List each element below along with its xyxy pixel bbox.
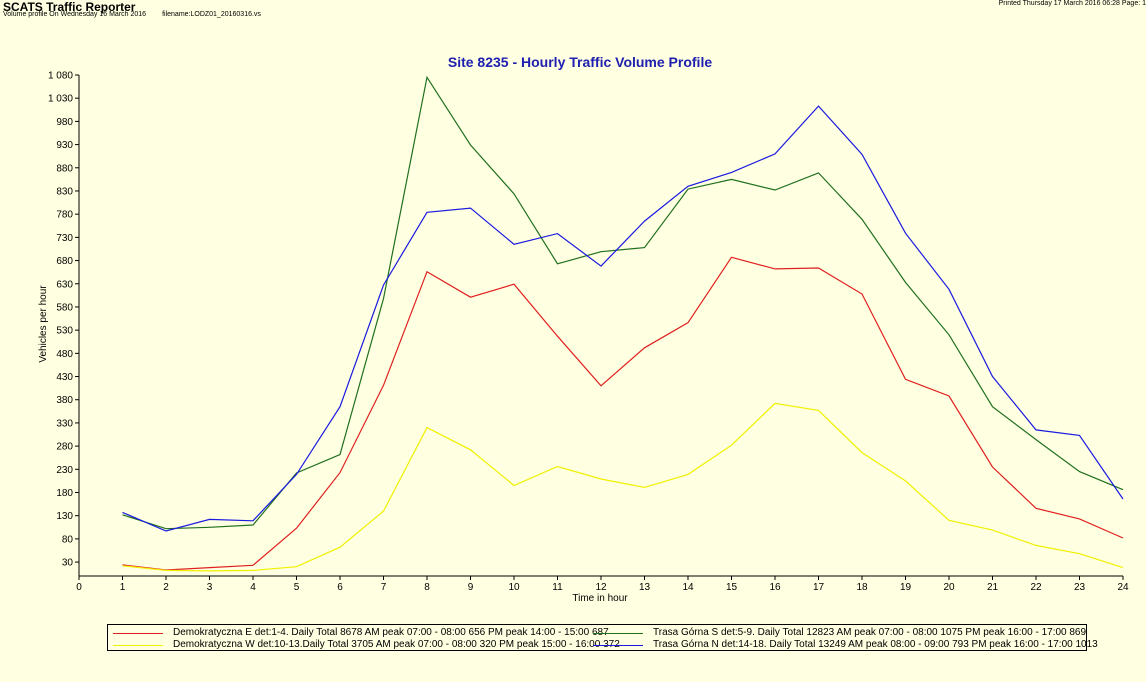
series-line-2: [122, 402, 1124, 572]
volume-profile-chart: Site 8235 - Hourly Traffic Volume Profil…: [38, 54, 1129, 604]
x-tick-label: 22: [1030, 582, 1042, 593]
chart-axes: 3080130180230280330380430480530580630680…: [48, 71, 1129, 594]
y-tick-label: 30: [62, 558, 74, 569]
x-tick-label: 9: [468, 582, 474, 593]
y-tick-label: 830: [56, 186, 73, 197]
report-subtitle: Volume profile On Wednesday 16 March 201…: [3, 11, 147, 18]
y-tick-label: 1 030: [48, 94, 73, 105]
series-line-1: [122, 256, 1124, 571]
legend-swatch: [593, 633, 643, 634]
x-tick-label: 0: [76, 582, 82, 593]
legend-label: Trasa Górna N det:14-18. Daily Total 132…: [653, 639, 1098, 650]
y-axis-label: Vehicles per hour: [38, 285, 49, 363]
chart-title: Site 8235 - Hourly Traffic Volume Profil…: [448, 54, 712, 70]
legend-label: Demokratyczna E det:1-4. Daily Total 867…: [173, 627, 609, 638]
x-tick-label: 18: [856, 582, 868, 593]
legend-swatch: [113, 633, 163, 634]
x-tick-label: 17: [813, 582, 825, 593]
y-tick-label: 380: [56, 395, 73, 406]
x-tick-label: 2: [163, 582, 169, 593]
x-tick-label: 13: [639, 582, 651, 593]
y-tick-label: 1 080: [48, 71, 73, 82]
x-tick-label: 6: [337, 582, 343, 593]
x-tick-label: 4: [250, 582, 256, 593]
y-tick-label: 930: [56, 140, 73, 151]
legend-label: Trasa Górna S det:5-9. Daily Total 12823…: [653, 627, 1087, 638]
y-tick-label: 80: [62, 534, 74, 545]
y-tick-label: 680: [56, 256, 73, 267]
y-tick-label: 730: [56, 233, 73, 244]
x-tick-label: 1: [120, 582, 126, 593]
legend-label: Demokratyczna W det:10-13.Daily Total 37…: [173, 639, 620, 650]
y-tick-label: 230: [56, 465, 73, 476]
legend-swatch: [593, 645, 643, 646]
x-axis-label: Time in hour: [572, 593, 628, 604]
y-tick-label: 130: [56, 511, 73, 522]
x-tick-label: 15: [726, 582, 738, 593]
printed-timestamp: Printed Thursday 17 March 2016 06:28 Pag…: [998, 0, 1146, 7]
x-tick-label: 23: [1074, 582, 1086, 593]
header-subline: Volume profile On Wednesday 16 March 201…: [3, 11, 261, 18]
legend-swatch: [113, 645, 163, 646]
y-tick-label: 180: [56, 488, 73, 499]
chart-series: [122, 75, 1124, 572]
y-tick-label: 580: [56, 302, 73, 313]
y-tick-label: 330: [56, 418, 73, 429]
y-tick-label: 430: [56, 372, 73, 383]
series-line-3: [122, 75, 1124, 530]
x-tick-label: 10: [508, 582, 520, 593]
series-line-4: [122, 105, 1124, 532]
x-tick-label: 11: [552, 582, 563, 593]
x-tick-label: 8: [424, 582, 430, 593]
x-tick-label: 12: [595, 582, 607, 593]
x-tick-label: 24: [1117, 582, 1129, 593]
y-tick-label: 530: [56, 326, 73, 337]
app-title: SCATS Traffic Reporter: [3, 0, 136, 14]
y-tick-label: 280: [56, 442, 73, 453]
x-tick-label: 5: [294, 582, 300, 593]
x-tick-label: 16: [769, 582, 781, 593]
y-tick-label: 980: [56, 117, 73, 128]
x-tick-label: 19: [900, 582, 912, 593]
x-tick-label: 7: [381, 582, 387, 593]
x-tick-label: 20: [943, 582, 955, 593]
chart-legend: Demokratyczna E det:1-4. Daily Total 867…: [107, 624, 1098, 651]
x-tick-label: 21: [987, 582, 999, 593]
y-tick-label: 880: [56, 163, 73, 174]
y-tick-label: 630: [56, 279, 73, 290]
report-filename: filename:LODZ01_20160316.vs: [162, 11, 261, 18]
x-tick-label: 14: [682, 582, 694, 593]
x-tick-label: 3: [207, 582, 213, 593]
y-tick-label: 480: [56, 349, 73, 360]
y-tick-label: 780: [56, 210, 73, 221]
